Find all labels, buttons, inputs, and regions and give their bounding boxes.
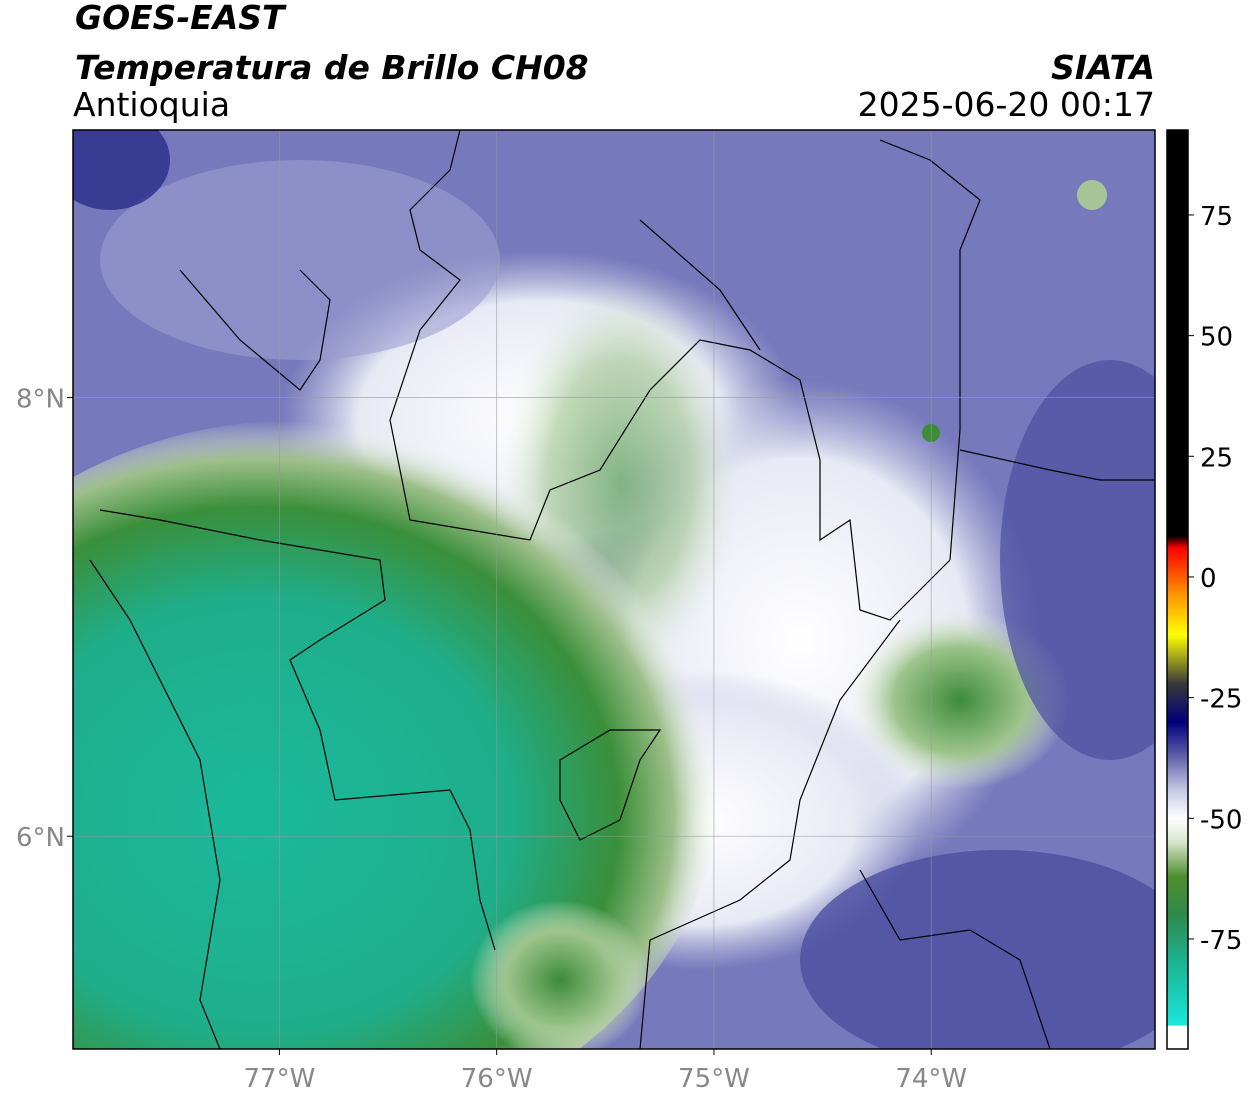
map-frame: [72, 129, 1156, 1050]
x-tick-label: 75°W: [678, 1064, 750, 1094]
source: SIATA: [1051, 48, 1155, 87]
colorbar-tick-label: -50: [1200, 805, 1242, 835]
colorbar-tick-label: 25: [1200, 443, 1233, 473]
subtitle: Temperatura de Brillo CH08: [75, 48, 589, 87]
x-tick-label: 74°W: [895, 1064, 967, 1094]
timestamp: 2025-06-20 00:17: [858, 85, 1155, 124]
colorbar-tick-label: -75: [1200, 926, 1242, 956]
y-tick-label: 6°N: [16, 823, 65, 853]
colorbar-tick-label: 75: [1200, 202, 1233, 232]
colorbar-tick-label: 0: [1200, 564, 1217, 594]
colorbar: [1166, 129, 1189, 1050]
borders: [89, 130, 1155, 1049]
region: Antioquia: [73, 85, 230, 124]
grid: [73, 130, 1155, 1049]
colorbar-tick-label: 50: [1200, 323, 1233, 353]
x-tick-label: 77°W: [244, 1064, 316, 1094]
satellite-image: [73, 130, 1155, 1049]
title: GOES-EAST: [75, 0, 287, 37]
y-tick-label: 8°N: [16, 385, 65, 415]
colorbar-tick-label: -25: [1200, 685, 1242, 715]
x-tick-label: 76°W: [461, 1064, 533, 1094]
